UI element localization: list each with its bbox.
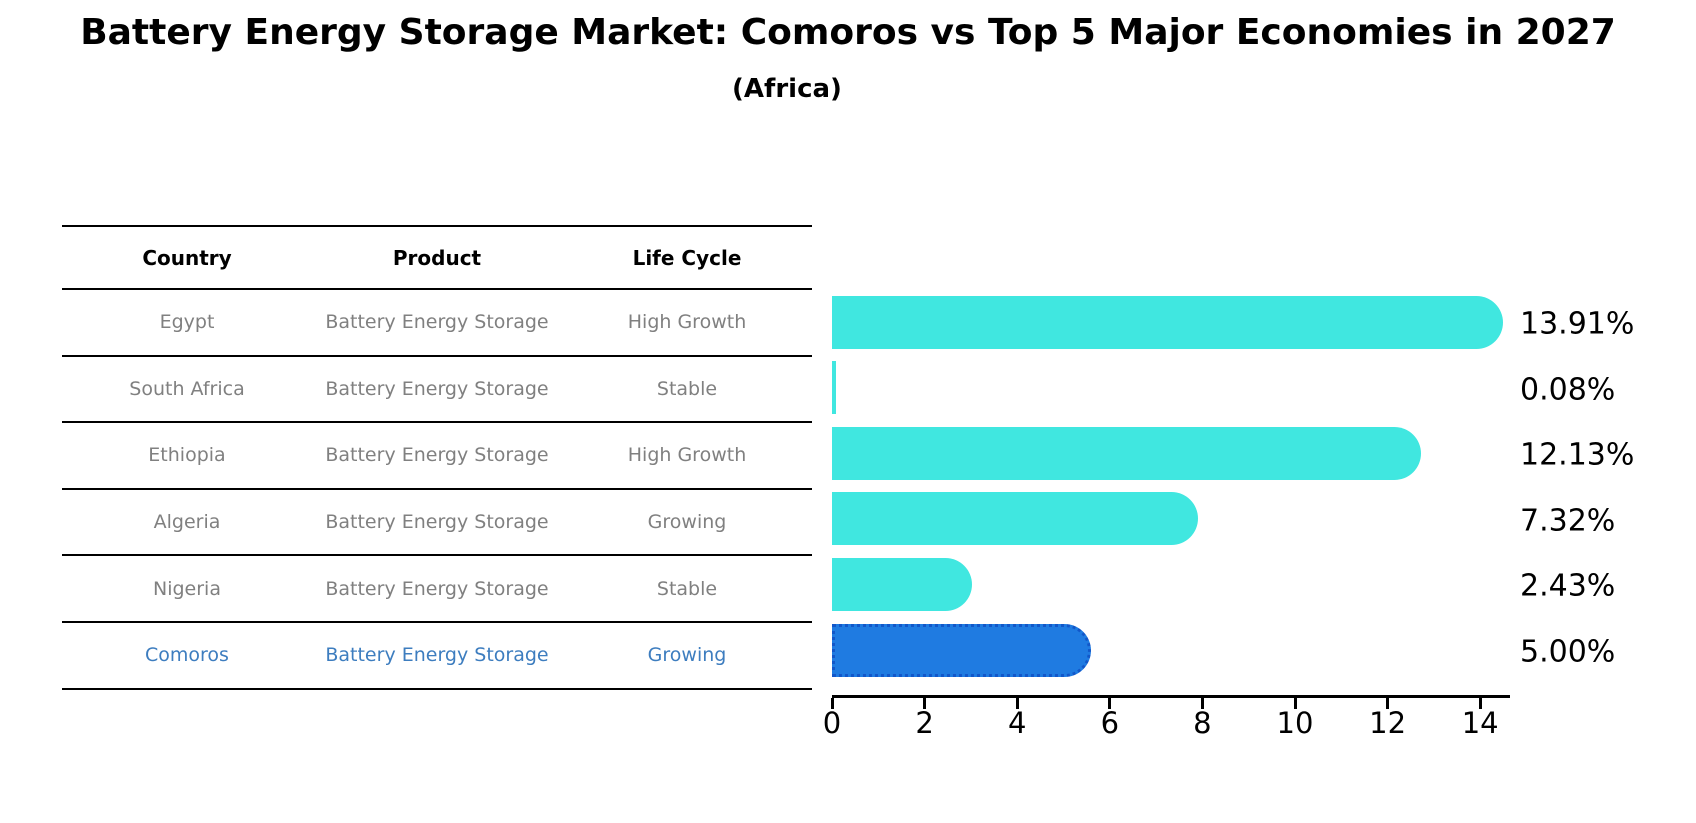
cell-country: Egypt [159,311,215,334]
x-axis-tick-label: 8 [1193,706,1212,740]
chart-subtitle: (Africa) [732,74,842,104]
cell-life-cycle: Growing [647,644,727,667]
value-label-comoros: 5.00% [1520,634,1616,670]
x-axis-tick [1293,698,1297,709]
x-axis-tick [830,698,834,709]
cell-life-cycle: Growing [647,511,727,534]
x-axis-tick-label: 12 [1369,706,1407,740]
x-axis-tick-label: 10 [1276,706,1314,740]
cell-country: Nigeria [153,577,221,600]
table-header-row: Country Product Life Cycle [62,225,812,288]
value-label-nigeria: 2.43% [1520,568,1616,604]
bar-south-africa [832,361,836,415]
bar-algeria [832,492,1198,546]
cell-country: Comoros [145,644,229,667]
bar-egypt [832,295,1504,349]
column-header-product: Product [392,245,482,270]
bar-nigeria [832,557,972,611]
cell-country: Ethiopia [148,444,226,467]
cell-life-cycle: Stable [656,577,718,600]
x-axis-tick-label: 2 [915,706,934,740]
table-row-ethiopia: Ethiopia Battery Energy Storage High Growt… [62,421,812,488]
cell-country: Algeria [153,511,221,534]
x-axis-tick [1015,698,1019,709]
table-row-comoros: Comoros Battery Energy Storage Growing [62,620,812,688]
table-row-algeria: Algeria Battery Energy Storage Growing [62,487,812,555]
cell-product: Battery Energy Storage [325,511,549,534]
x-axis-tick [1108,698,1112,709]
bar-comoros [832,623,1091,677]
table-body: Egypt Battery Energy Storage High Growth So… [62,288,812,688]
x-axis-tick [1200,698,1204,709]
cell-life-cycle: High Growth [627,311,747,334]
x-axis-tick-label: 6 [1100,706,1120,740]
column-header-country: Country [142,245,232,270]
value-label-algeria: 7.32% [1520,503,1616,539]
table-row-nigeria: Nigeria Battery Energy Storage Stable [62,554,812,621]
cell-product: Battery Energy Storage [325,377,549,400]
x-axis-line [832,695,1510,698]
country-table: Country Product Life Cycle Egypt Battery En… [62,225,812,690]
cell-product: Battery Energy Storage [325,444,549,467]
value-label-south-africa: 0.08% [1520,372,1616,408]
table-row-south-africa: South Africa Battery Energy Storage Stable [62,354,812,422]
cell-country: South Africa [129,377,245,400]
cell-life-cycle: Stable [656,377,718,400]
x-axis-tick [1478,698,1482,709]
bar-ethiopia [832,426,1421,480]
cell-product: Battery Energy Storage [325,311,549,334]
x-axis-tick-label: 4 [1007,706,1027,740]
x-axis-tick-label: 14 [1461,706,1499,740]
cell-life-cycle: High Growth [627,444,747,467]
chart-title: Battery Energy Storage Market: Comoros v… [80,12,1616,53]
cell-product: Battery Energy Storage [325,577,549,600]
value-label-ethiopia: 12.13% [1520,437,1635,473]
cell-product: Battery Energy Storage [325,644,549,667]
x-axis-tick-label: 0 [822,706,842,740]
x-axis-tick [1386,698,1390,709]
table-row-egypt: Egypt Battery Energy Storage High Growth [62,288,812,355]
value-label-egypt: 13.91% [1520,306,1635,342]
column-header-life-cycle: Life Cycle [632,245,742,270]
x-axis-tick [923,698,927,709]
